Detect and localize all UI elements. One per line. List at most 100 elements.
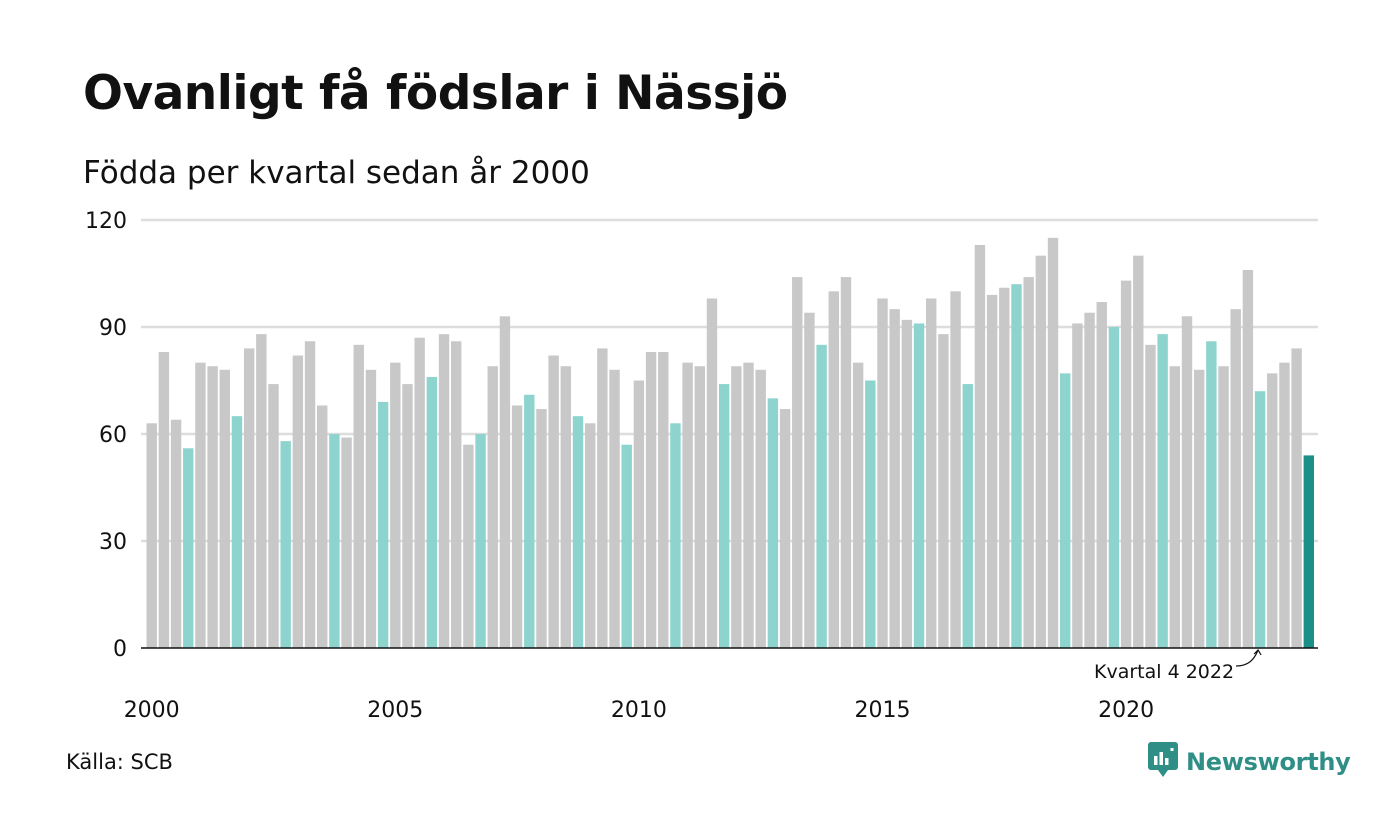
bar	[779, 409, 791, 648]
bar	[1011, 284, 1022, 648]
bar	[645, 351, 657, 648]
bar	[950, 291, 961, 648]
bar	[767, 398, 779, 648]
bar	[1242, 269, 1254, 648]
bar	[901, 319, 913, 648]
bar	[1060, 373, 1071, 648]
bar	[1133, 255, 1144, 648]
bar	[1230, 309, 1241, 648]
bar	[658, 351, 669, 648]
bar	[1279, 362, 1290, 648]
bar	[1108, 327, 1120, 648]
brand-logo[interactable]: Newsworthy	[1148, 742, 1351, 782]
y-tick-label: 30	[99, 530, 127, 555]
chart-subtitle: Födda per kvartal sedan år 2000	[83, 155, 590, 191]
bar	[1157, 334, 1168, 648]
bar	[706, 298, 718, 648]
bar	[609, 369, 620, 648]
bar	[694, 366, 705, 648]
bar	[828, 291, 839, 648]
bar	[329, 434, 340, 648]
bar	[1206, 341, 1217, 648]
chart-title: Ovanligt få födslar i Nässjö	[83, 66, 788, 121]
bar	[219, 369, 230, 648]
bar	[986, 294, 998, 648]
y-tick-label: 120	[85, 209, 127, 234]
bar	[451, 341, 462, 648]
bar	[499, 316, 511, 648]
bar	[390, 362, 401, 648]
bar	[938, 334, 949, 648]
bar	[1267, 373, 1278, 648]
bar	[962, 384, 973, 648]
bar	[536, 409, 547, 648]
bar	[1072, 323, 1083, 648]
bar	[268, 384, 279, 648]
y-tick-label: 90	[99, 316, 127, 341]
annotation: Kvartal 4 2022	[1094, 649, 1262, 683]
bar	[231, 416, 243, 648]
bar	[243, 348, 255, 648]
bar	[999, 287, 1010, 648]
bar	[852, 362, 864, 648]
bar	[146, 423, 157, 648]
bar	[292, 355, 304, 648]
bar	[670, 423, 681, 648]
x-tick-label: 2010	[611, 698, 667, 723]
bar	[865, 380, 876, 648]
bar	[207, 366, 218, 648]
bar	[1084, 312, 1095, 648]
newsworthy-logo-icon	[1148, 742, 1178, 782]
bar	[572, 416, 584, 648]
bar	[633, 380, 645, 648]
y-tick-label: 60	[99, 423, 127, 448]
bar	[755, 369, 766, 648]
bar-chart: 0 30 60 90 120 2000 2005 2010 2015 2020 Kvartal …	[85, 209, 1318, 723]
bar	[195, 362, 206, 648]
bar	[365, 369, 377, 648]
bar	[280, 441, 291, 648]
bar	[682, 362, 693, 648]
annotation-label: Kvartal 4 2022	[1094, 661, 1234, 683]
annotation-arrow	[1236, 649, 1262, 667]
bar	[1193, 369, 1205, 648]
bar	[560, 366, 572, 648]
bar	[1035, 255, 1047, 648]
bar	[511, 405, 523, 648]
bar	[1169, 366, 1181, 648]
bar	[377, 401, 389, 648]
bar	[170, 419, 182, 648]
bar	[926, 298, 937, 648]
bar	[487, 366, 498, 648]
bar	[743, 362, 754, 648]
bar	[718, 384, 730, 648]
x-tick-label: 2005	[367, 698, 423, 723]
bar	[426, 376, 438, 648]
bar	[731, 366, 742, 648]
bar	[1218, 366, 1229, 648]
bar	[804, 312, 815, 648]
bar	[584, 423, 596, 648]
x-tick-label: 2015	[855, 698, 911, 723]
bar	[463, 444, 474, 648]
bar	[792, 277, 803, 648]
bar	[621, 444, 632, 648]
bar	[597, 348, 608, 648]
bar	[353, 344, 364, 648]
bar	[1023, 277, 1034, 648]
bar	[317, 405, 328, 648]
bar	[1291, 348, 1302, 648]
bars	[146, 237, 1314, 649]
y-tick-label: 0	[113, 637, 127, 662]
bar	[1145, 344, 1156, 648]
bar	[414, 337, 425, 648]
brand-name: Newsworthy	[1186, 748, 1351, 776]
bar	[341, 437, 352, 648]
bar	[475, 434, 486, 648]
bar	[524, 394, 535, 648]
bar	[1181, 316, 1193, 648]
bar	[256, 334, 267, 648]
bar	[1047, 237, 1059, 649]
bar	[840, 277, 852, 648]
bar	[1120, 280, 1132, 648]
